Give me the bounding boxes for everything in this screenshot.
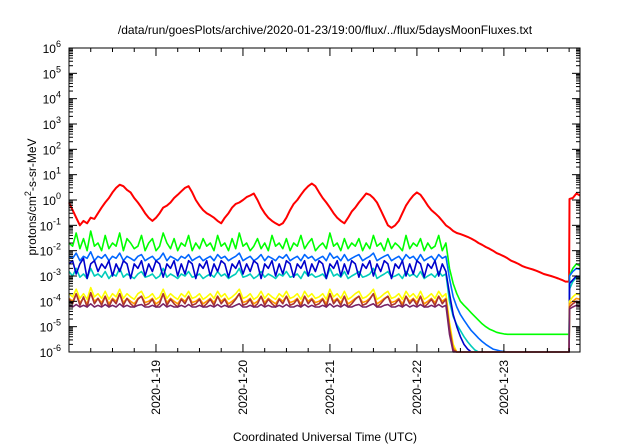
chart-title: /data/run/goesPlots/archive/2020-01-23/1… (118, 23, 533, 37)
y-axis-label-superscript: 2 (23, 191, 33, 196)
series-line-9 (68, 302, 581, 353)
series-line-1 (68, 182, 581, 283)
series-layer (68, 182, 581, 353)
y-tick-label: 10-1 (40, 216, 61, 233)
y-tick-label: 10-4 (40, 292, 61, 309)
y-tick-label: 103 (43, 115, 61, 132)
y-axis-label-base: protons/cm (25, 196, 39, 255)
series-line-3 (68, 267, 581, 353)
y-tick-label: 104 (43, 90, 61, 107)
y-tick-label: 105 (43, 64, 61, 81)
y-tick-label: 102 (43, 140, 61, 157)
x-tick-label: 2020-1-19 (149, 360, 163, 415)
y-axis-label: protons/cm2-s-sr-MeV (23, 138, 39, 255)
series-line-2 (68, 230, 581, 336)
series-line-6 (68, 286, 581, 353)
x-axis-label: Coordinated Universal Time (UTC) (233, 430, 417, 444)
y-tick-label: 10-3 (40, 267, 61, 284)
y-tick-label: 10-2 (40, 242, 61, 259)
y-tick-label: 100 (43, 191, 61, 208)
x-tick-label: 2020-1-20 (236, 360, 250, 415)
plot-frame (68, 47, 581, 353)
svg-text:protons/cm2-s-sr-MeV: protons/cm2-s-sr-MeV (23, 138, 39, 255)
y-tick-label: 10-5 (40, 318, 61, 335)
y-tick-label: 101 (43, 166, 61, 183)
x-tick-label: 2020-1-23 (497, 360, 511, 415)
y-tick-label: 10-6 (40, 343, 61, 360)
x-tick-label: 2020-1-21 (323, 360, 337, 415)
y-tick-label: 106 (43, 39, 61, 56)
series-line-4 (68, 251, 581, 353)
x-tick-label: 2020-1-22 (410, 360, 424, 415)
y-axis-label-rest: -s-sr-MeV (25, 138, 39, 191)
y-tick-layer: 10-6 10-5 10-4 10-3 10-2 10-1 100 101 102 103 104 1… (40, 39, 580, 360)
x-tick-layer: 2020-1-19 2020-1-20 2020-1-21 2020-1-22 2020… (90, 48, 570, 415)
